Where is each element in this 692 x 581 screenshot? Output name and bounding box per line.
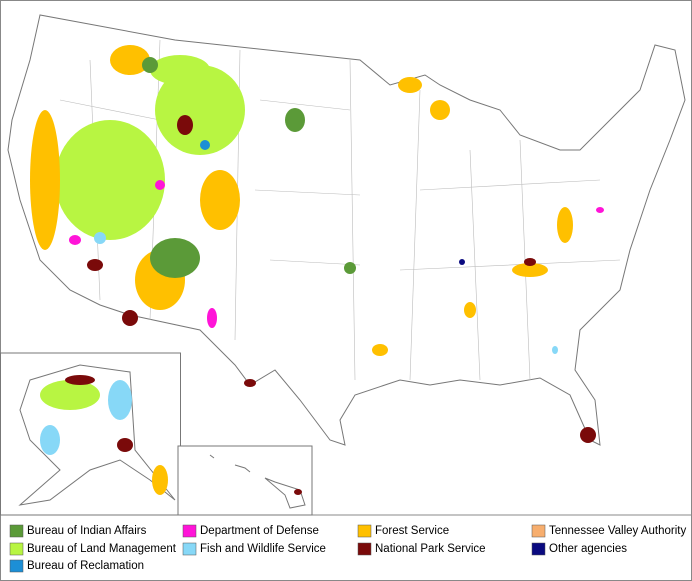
legend-label: Bureau of Indian Affairs	[27, 525, 147, 537]
land-area	[55, 120, 165, 240]
land-area	[512, 263, 548, 277]
land-area	[40, 380, 100, 410]
land-area	[596, 207, 604, 213]
land-area	[552, 346, 558, 354]
land-area	[142, 57, 158, 73]
legend-swatch	[182, 524, 197, 538]
land-area	[69, 235, 81, 245]
land-area	[117, 438, 133, 452]
land-area	[464, 302, 476, 318]
land-area	[344, 262, 356, 274]
land-area	[65, 375, 95, 385]
legend-label: Bureau of Land Management	[27, 543, 177, 555]
legend-swatch	[531, 524, 546, 538]
legend-label: Other agencies	[549, 543, 627, 555]
legend-swatch	[357, 542, 372, 556]
legend-label: Tennessee Valley Authority	[549, 525, 686, 537]
land-area	[40, 425, 60, 455]
land-area	[155, 180, 165, 190]
land-area	[110, 45, 150, 75]
land-area	[207, 308, 217, 328]
land-area	[580, 427, 596, 443]
land-area	[94, 232, 106, 244]
legend-swatch	[9, 524, 24, 538]
land-area	[200, 170, 240, 230]
legend-swatch	[182, 542, 197, 556]
legend-swatch	[9, 559, 24, 573]
legend-swatch	[531, 542, 546, 556]
land-area	[244, 379, 256, 387]
hawaii	[209, 454, 306, 509]
land-area	[150, 55, 210, 85]
legend-label: Bureau of Reclamation	[27, 560, 144, 572]
land-area	[30, 110, 60, 250]
land-areas	[30, 45, 604, 495]
legend-swatch	[357, 524, 372, 538]
land-area	[557, 207, 573, 243]
legend-swatch	[9, 542, 24, 556]
land-area	[150, 238, 200, 278]
land-area	[87, 259, 103, 271]
land-area	[372, 344, 388, 356]
legend-label: National Park Service	[375, 543, 486, 555]
legend-label: Forest Service	[375, 525, 449, 537]
legend-label: Department of Defense	[200, 525, 319, 537]
land-area	[524, 258, 536, 266]
land-area	[155, 65, 245, 155]
land-area	[285, 108, 305, 132]
land-area	[177, 115, 193, 135]
land-area	[122, 310, 138, 326]
land-area	[108, 380, 132, 420]
legend: Bureau of Indian Affairs Department of De…	[9, 524, 686, 573]
land-area	[398, 77, 422, 93]
land-area	[430, 100, 450, 120]
land-area	[294, 489, 302, 495]
legend-label: Fish and Wildlife Service	[200, 543, 326, 555]
land-area	[200, 140, 210, 150]
land-area	[152, 465, 168, 495]
land-area	[459, 259, 465, 265]
